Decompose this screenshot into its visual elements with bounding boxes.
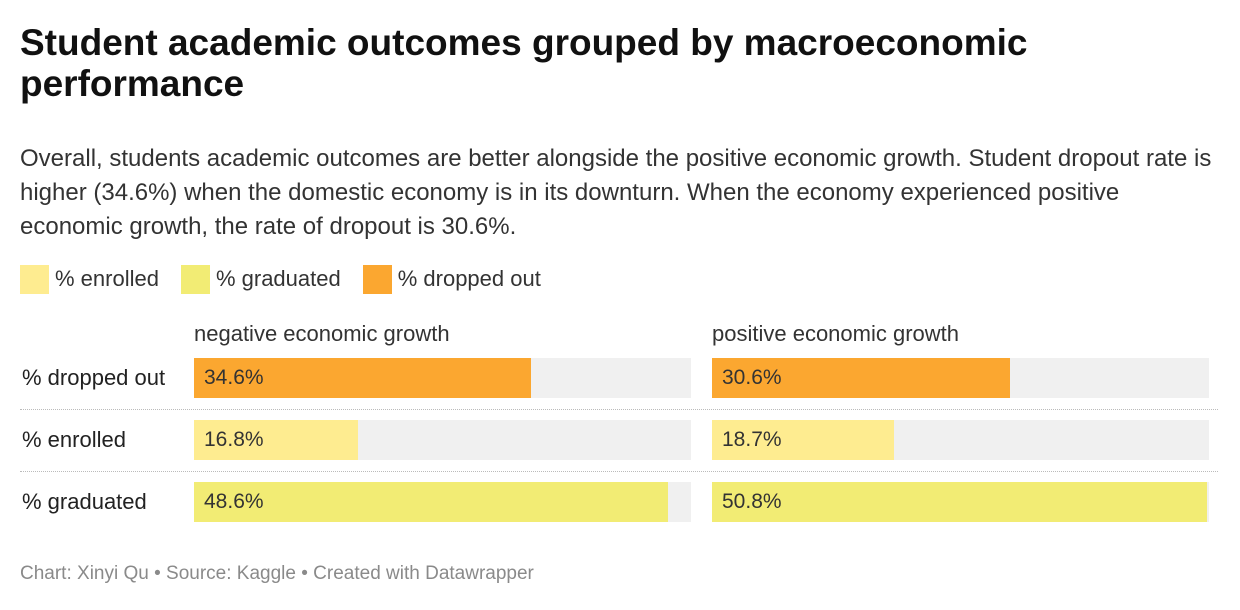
bar-track-negative-enrolled: 16.8% <box>194 420 691 460</box>
facet-title-positive: positive economic growth <box>712 321 960 346</box>
row-divider <box>20 409 1218 410</box>
bar-positive-graduated <box>712 482 1208 522</box>
bar-track-negative-dropped-out: 34.6% <box>194 358 691 398</box>
bar-negative-dropped-out <box>194 358 532 398</box>
facet-title-negative: negative economic growth <box>194 321 450 346</box>
legend-label-graduated: % graduated <box>215 266 341 291</box>
legend-label-dropped-out: % dropped out <box>397 266 541 291</box>
bar-track-positive-graduated: 50.8% <box>712 482 1209 522</box>
bar-value-negative-dropped-out: 34.6% <box>204 366 264 389</box>
legend: % enrolled % graduated % dropped out <box>20 263 563 295</box>
bar-value-positive-graduated: 50.8% <box>722 490 782 513</box>
row-label-enrolled: % enrolled <box>22 427 126 452</box>
bar-positive-enrolled <box>712 420 895 460</box>
bar-value-negative-enrolled: 16.8% <box>204 428 264 451</box>
chart-footer: Chart: Xinyi Qu • Source: Kaggle • Creat… <box>20 563 534 584</box>
bar-track-negative-graduated: 48.6% <box>194 482 691 522</box>
row-label-dropped-out: % dropped out <box>22 365 166 390</box>
chart-title: Student academic outcomes grouped by mac… <box>20 22 1028 104</box>
legend-swatch-enrolled <box>20 264 49 294</box>
legend-item-enrolled: % enrolled <box>20 264 159 294</box>
bar-negative-enrolled <box>194 420 358 460</box>
bar-track-positive-dropped-out: 30.6% <box>712 358 1209 398</box>
bar-negative-graduated <box>194 482 668 522</box>
row-label-graduated: % graduated <box>22 489 147 514</box>
legend-item-dropped-out: % dropped out <box>362 264 541 294</box>
legend-swatch-dropped-out <box>362 264 392 294</box>
legend-label-enrolled: % enrolled <box>55 266 159 291</box>
row-divider <box>20 471 1218 472</box>
legend-swatch-graduated <box>180 264 210 294</box>
bar-value-positive-enrolled: 18.7% <box>722 428 782 451</box>
legend-item-graduated: % graduated <box>180 264 341 294</box>
chart-subtitle: Overall, students academic outcomes are … <box>20 145 1212 240</box>
bar-value-positive-dropped-out: 30.6% <box>722 366 782 389</box>
bar-value-negative-graduated: 48.6% <box>204 490 264 513</box>
bar-track-positive-enrolled: 18.7% <box>712 420 1209 460</box>
bar-positive-dropped-out <box>712 358 1011 398</box>
